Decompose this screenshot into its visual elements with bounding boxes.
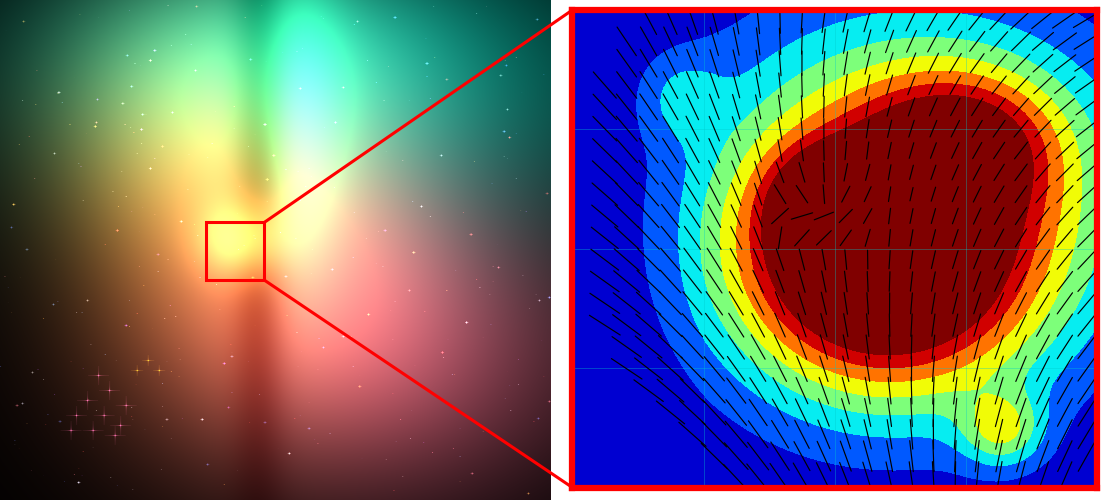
Bar [207, 222, 264, 280]
